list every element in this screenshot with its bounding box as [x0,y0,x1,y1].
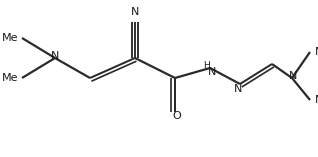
Text: Me: Me [2,33,18,43]
Text: N: N [208,67,216,77]
Text: N: N [131,7,139,17]
Text: Me: Me [2,73,18,83]
Text: N: N [289,71,297,81]
Text: O: O [173,111,181,121]
Text: N: N [51,51,59,61]
Text: Me: Me [315,95,318,105]
Text: N: N [234,84,242,94]
Text: H: H [203,62,209,70]
Text: Me: Me [315,47,318,57]
